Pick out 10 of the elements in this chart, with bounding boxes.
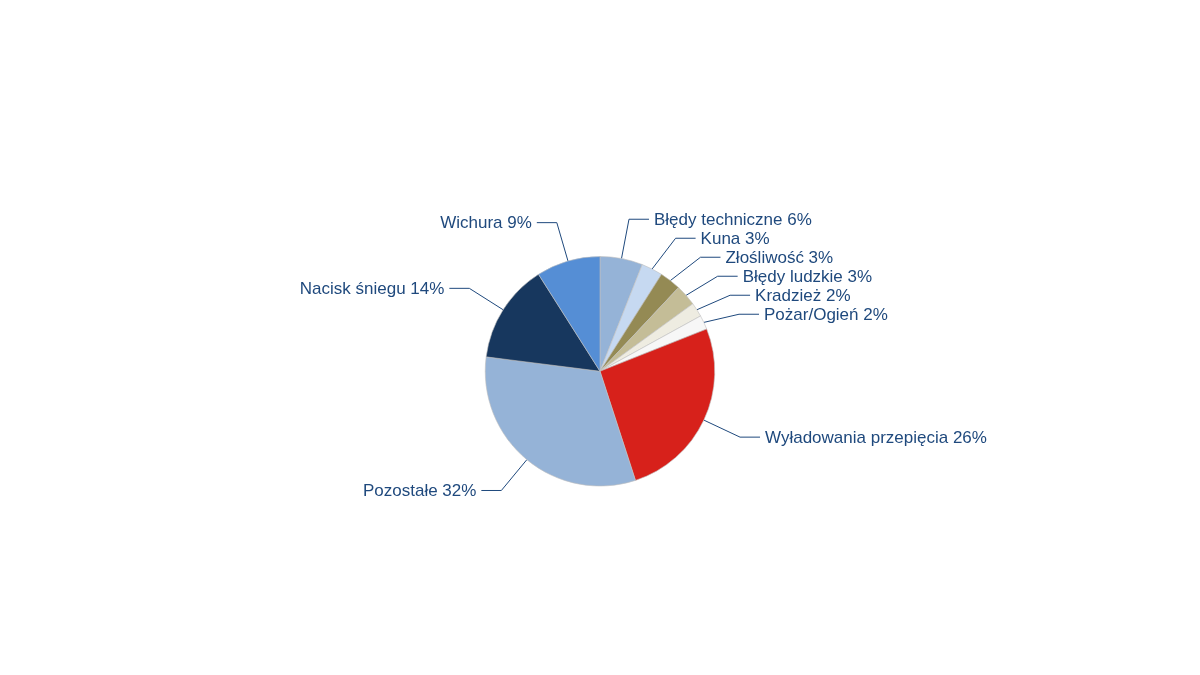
slice-label: Błędy techniczne 6%: [654, 209, 812, 229]
slice-label: Nacisk śniegu 14%: [299, 278, 445, 298]
slice-label: Wichura 9%: [440, 213, 532, 233]
slice-label: Złośliwość 3%: [725, 247, 834, 267]
slice-label: Pożar/Ogień 2%: [764, 304, 888, 324]
slice-label: Pozostałe 32%: [362, 480, 477, 500]
slice-label: Wyładowania przepięcia 26%: [765, 427, 987, 447]
slice-label: Kuna 3%: [700, 228, 770, 248]
slice-label: Kradzież 2%: [755, 285, 851, 305]
slice-label: Błędy ludzkie 3%: [742, 266, 873, 286]
